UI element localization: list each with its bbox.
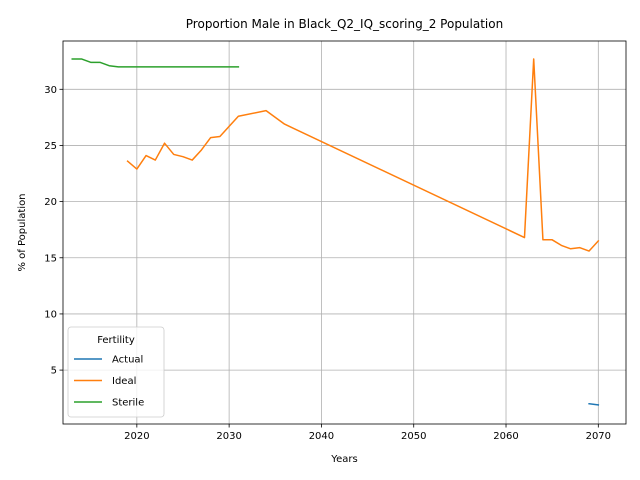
y-tick-label: 30 [44,85,57,96]
y-axis-label: % of Population [17,193,28,271]
series-line-ideal [126,58,600,252]
x-axis: 2020 2030 2040 2050 2060 2070 [124,424,611,442]
legend-box [67,326,165,418]
y-axis: 5 10 15 20 25 30 [44,85,63,377]
y-tick-label: 5 [51,366,57,377]
x-tick-label: 2050 [401,431,426,442]
legend-label-ideal: Ideal [112,376,136,387]
legend-label-actual: Actual [112,355,143,366]
series-line-actual [588,402,600,406]
x-tick-label: 2070 [586,431,611,442]
x-tick-label: 2060 [493,431,518,442]
y-tick-label: 25 [44,141,57,152]
x-axis-label: Years [330,454,357,465]
legend-label-sterile: Sterile [112,398,144,409]
plot-area-frame [62,40,627,425]
x-tick-label: 2020 [124,431,149,442]
chart-title: Proportion Male in Black_Q2_IQ_scoring_2… [186,17,503,31]
x-tick-label: 2040 [309,431,334,442]
series-layer [71,58,600,406]
y-tick-label: 20 [44,197,57,208]
legend-entries: Actual Ideal Sterile [74,355,144,409]
legend: Fertility Actual Ideal Sterile [67,326,165,418]
y-tick-label: 10 [44,309,57,320]
series-line-sterile [71,58,240,68]
grid [63,41,626,424]
y-tick-label: 15 [44,253,57,264]
x-tick-label: 2030 [216,431,241,442]
legend-title: Fertility [97,335,135,346]
